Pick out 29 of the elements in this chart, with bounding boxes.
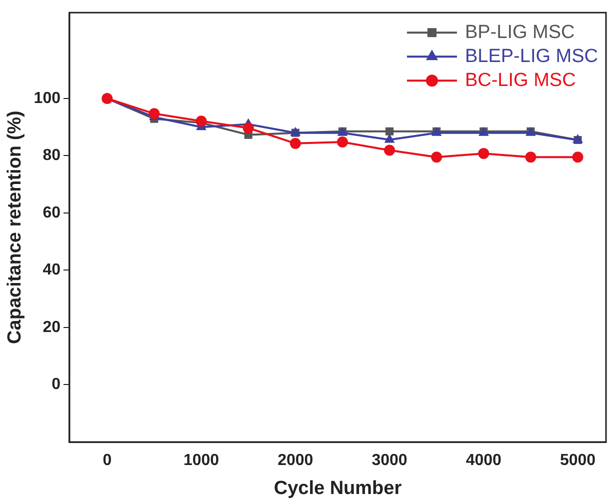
x-tick-label: 4000	[466, 452, 502, 470]
point	[525, 152, 536, 163]
legend-label: BC-LIG MSC	[464, 70, 576, 91]
y-tick-label: 60	[42, 204, 61, 222]
point	[478, 148, 490, 159]
legend-label: BP-LIG MSC	[464, 22, 575, 43]
legend-label: BLEP-LIG MSC	[464, 46, 598, 67]
point	[385, 127, 394, 136]
point	[336, 136, 348, 148]
point	[196, 116, 207, 127]
y-axis-title: Capacitance retention (%)	[4, 110, 26, 344]
point	[242, 122, 254, 134]
x-tick-label: 3000	[372, 452, 408, 470]
y-tick-label: 80	[42, 147, 61, 164]
point	[290, 138, 301, 149]
y-tick-label: 100	[34, 90, 61, 107]
x-tick-label: 0	[102, 452, 112, 470]
y-tick-label: 40	[42, 262, 61, 279]
point	[431, 152, 442, 163]
y-tick-label: 0	[52, 376, 61, 394]
x-tick-label: 1000	[183, 452, 220, 470]
point	[384, 134, 394, 143]
point	[148, 108, 160, 120]
x-tick-label: 5000	[560, 452, 596, 470]
x-axis-title: Cycle Number	[274, 478, 402, 499]
x-tick-label: 2000	[278, 452, 314, 470]
point	[572, 152, 584, 163]
point	[384, 144, 396, 156]
y-tick-label: 20	[42, 318, 61, 336]
